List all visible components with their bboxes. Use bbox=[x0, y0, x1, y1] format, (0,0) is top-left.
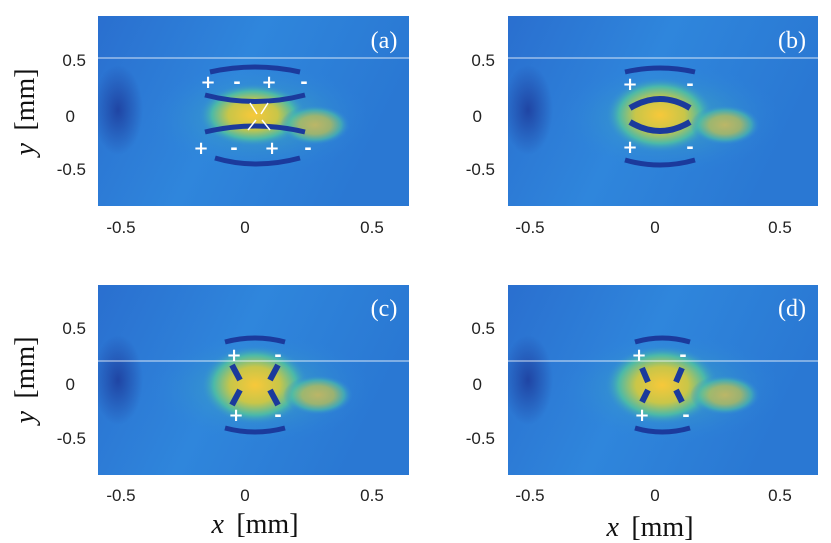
x-axis-symbol: x bbox=[210, 509, 224, 540]
panel-a-mark: - bbox=[300, 72, 307, 93]
y-tick-label: -0.5 bbox=[57, 160, 86, 179]
panel-d-mark: + bbox=[634, 405, 649, 426]
y-axis-label-top: y [mm] bbox=[10, 68, 41, 158]
x-tick-label: 0 bbox=[240, 486, 249, 505]
panel-c-image bbox=[98, 285, 409, 475]
x-tick-label: 0 bbox=[240, 218, 249, 237]
y-tick-label: 0 bbox=[66, 107, 75, 126]
panel-b: (b) + - + - bbox=[508, 16, 818, 206]
y-axis-unit: [mm] bbox=[10, 68, 41, 130]
svg-text:y [mm]: y [mm] bbox=[10, 336, 41, 426]
y-axis-symbol: y bbox=[10, 411, 41, 427]
panel-c-mark: - bbox=[274, 345, 281, 366]
y-axis-unit: [mm] bbox=[10, 336, 41, 398]
x-tick-label: -0.5 bbox=[515, 218, 544, 237]
x-axis-symbol: x bbox=[605, 512, 619, 543]
x-tick-label: 0 bbox=[650, 218, 659, 237]
x-axis-unit: [mm] bbox=[236, 509, 298, 540]
panel-a-mark: + bbox=[261, 72, 276, 93]
y-axis-label-bottom: y [mm] bbox=[10, 336, 41, 426]
panel-b-mark: - bbox=[686, 137, 693, 158]
panel-a-mark: - bbox=[233, 72, 240, 93]
panel-d: (d) + - + - bbox=[508, 285, 818, 475]
y-tick-label: 0 bbox=[473, 375, 482, 394]
panel-a-label: (a) bbox=[371, 28, 398, 54]
y-tick-label: 0.5 bbox=[62, 51, 86, 70]
y-tick-label: -0.5 bbox=[466, 160, 495, 179]
panel-b-image bbox=[508, 16, 818, 206]
panel-a: (a) + - + - + - + - bbox=[98, 16, 409, 206]
panel-c: (c) + - + - bbox=[98, 285, 409, 475]
x-axis-label-right: x [mm] bbox=[605, 512, 693, 543]
y-tick-label: 0 bbox=[473, 107, 482, 126]
panel-c-label: (c) bbox=[371, 296, 398, 322]
panel-b-mark: + bbox=[622, 137, 637, 158]
x-tick-label: 0.5 bbox=[768, 486, 792, 505]
panel-a-image bbox=[98, 16, 409, 206]
panel-d-mark: - bbox=[682, 405, 689, 426]
x-tick-label: 0.5 bbox=[360, 486, 384, 505]
y-tick-label: -0.5 bbox=[466, 429, 495, 448]
x-tick-label: -0.5 bbox=[106, 486, 135, 505]
panel-a-mark: - bbox=[230, 138, 237, 159]
x-tick-label: -0.5 bbox=[106, 218, 135, 237]
x-tick-label: 0 bbox=[650, 486, 659, 505]
panel-a-mark: + bbox=[200, 72, 215, 93]
y-axis-symbol: y bbox=[10, 143, 41, 159]
y-tick-label: 0.5 bbox=[62, 319, 86, 338]
panel-a-mark: + bbox=[193, 138, 208, 159]
panel-b-label: (b) bbox=[778, 28, 806, 54]
x-tick-label: 0.5 bbox=[360, 218, 384, 237]
y-tick-label: -0.5 bbox=[57, 429, 86, 448]
panel-b-mark: - bbox=[686, 74, 693, 95]
x-axis-unit: [mm] bbox=[631, 512, 693, 543]
panel-a-mark: + bbox=[264, 138, 279, 159]
panel-b-mark: + bbox=[622, 74, 637, 95]
x-tick-label: -0.5 bbox=[515, 486, 544, 505]
x-tick-label: 0.5 bbox=[768, 218, 792, 237]
panel-d-label: (d) bbox=[778, 296, 806, 322]
panel-c-mark: + bbox=[228, 405, 243, 426]
y-tick-label: 0.5 bbox=[471, 51, 495, 70]
panel-d-mark: - bbox=[679, 345, 686, 366]
panel-d-mark: + bbox=[631, 345, 646, 366]
panel-d-image bbox=[508, 285, 818, 475]
y-tick-label: 0 bbox=[66, 375, 75, 394]
panel-a-mark: - bbox=[304, 138, 311, 159]
svg-text:y [mm]: y [mm] bbox=[10, 68, 41, 158]
panel-c-mark: - bbox=[274, 405, 281, 426]
panel-c-mark: + bbox=[226, 345, 241, 366]
x-axis-label-left: x [mm] bbox=[210, 509, 298, 540]
y-tick-label: 0.5 bbox=[471, 319, 495, 338]
